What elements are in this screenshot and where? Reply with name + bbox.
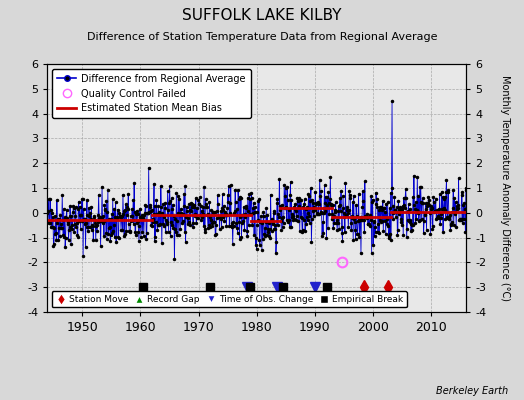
Text: Berkeley Earth: Berkeley Earth xyxy=(436,386,508,396)
Y-axis label: Monthly Temperature Anomaly Difference (°C): Monthly Temperature Anomaly Difference (… xyxy=(500,75,510,301)
Text: SUFFOLK LAKE KILBY: SUFFOLK LAKE KILBY xyxy=(182,8,342,23)
Legend: Station Move, Record Gap, Time of Obs. Change, Empirical Break: Station Move, Record Gap, Time of Obs. C… xyxy=(52,291,407,308)
Text: Difference of Station Temperature Data from Regional Average: Difference of Station Temperature Data f… xyxy=(87,32,437,42)
